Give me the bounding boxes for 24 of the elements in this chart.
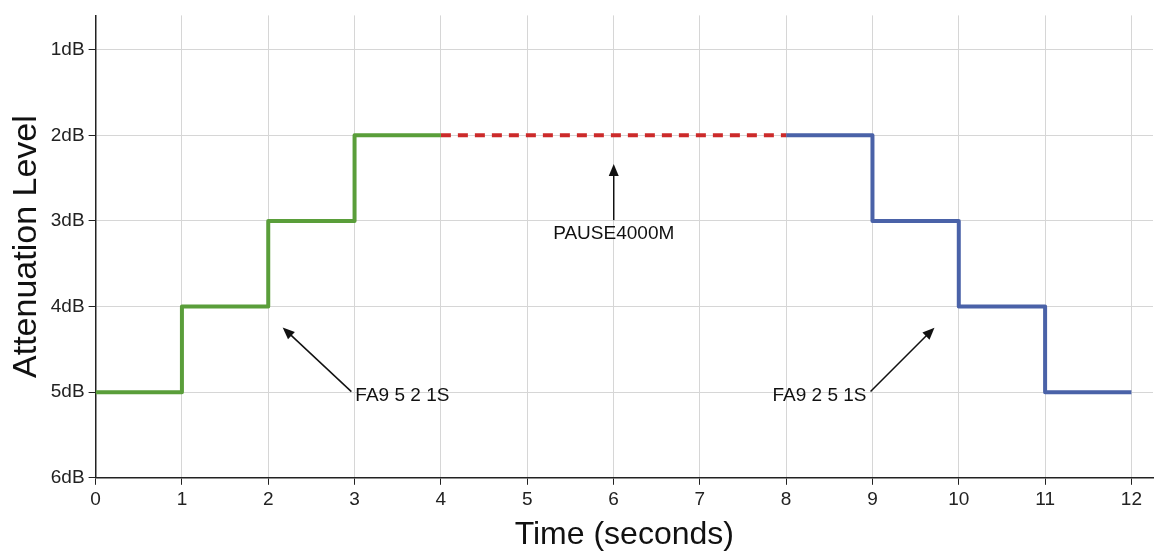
x-tick-label: 0 bbox=[90, 488, 101, 510]
x-tick-label: 2 bbox=[262, 488, 274, 510]
x-tick-label: 6 bbox=[608, 488, 619, 510]
x-tick-label: 1 bbox=[176, 488, 188, 510]
y-tick-label: 5dB bbox=[50, 380, 85, 402]
y-tick-label: 1dB bbox=[50, 37, 85, 59]
y-axis-title: Attenuation Level bbox=[4, 115, 43, 378]
annotation: PAUSE4000M bbox=[553, 222, 675, 244]
x-tick-label: 10 bbox=[948, 488, 970, 510]
x-tick-label: 5 bbox=[521, 488, 533, 510]
x-axis-title: Time (seconds) bbox=[514, 514, 734, 551]
x-tick-label: 3 bbox=[349, 488, 360, 510]
annotation: FA9 5 2 1S bbox=[355, 383, 450, 405]
x-tick-label: 11 bbox=[1035, 488, 1055, 510]
y-tick-label: 2dB bbox=[50, 123, 85, 145]
x-tick-label: 9 bbox=[867, 488, 878, 510]
x-tick-label: 12 bbox=[1120, 488, 1142, 510]
x-tick-label: 4 bbox=[435, 488, 447, 510]
y-tick-label: 3dB bbox=[50, 209, 85, 231]
y-tick-label: 6dB bbox=[50, 466, 85, 488]
y-tick-label: 4dB bbox=[50, 294, 85, 316]
x-tick-label: 7 bbox=[694, 488, 706, 510]
x-tick-label: 8 bbox=[780, 488, 792, 510]
annotation: FA9 2 5 1S bbox=[772, 383, 867, 405]
